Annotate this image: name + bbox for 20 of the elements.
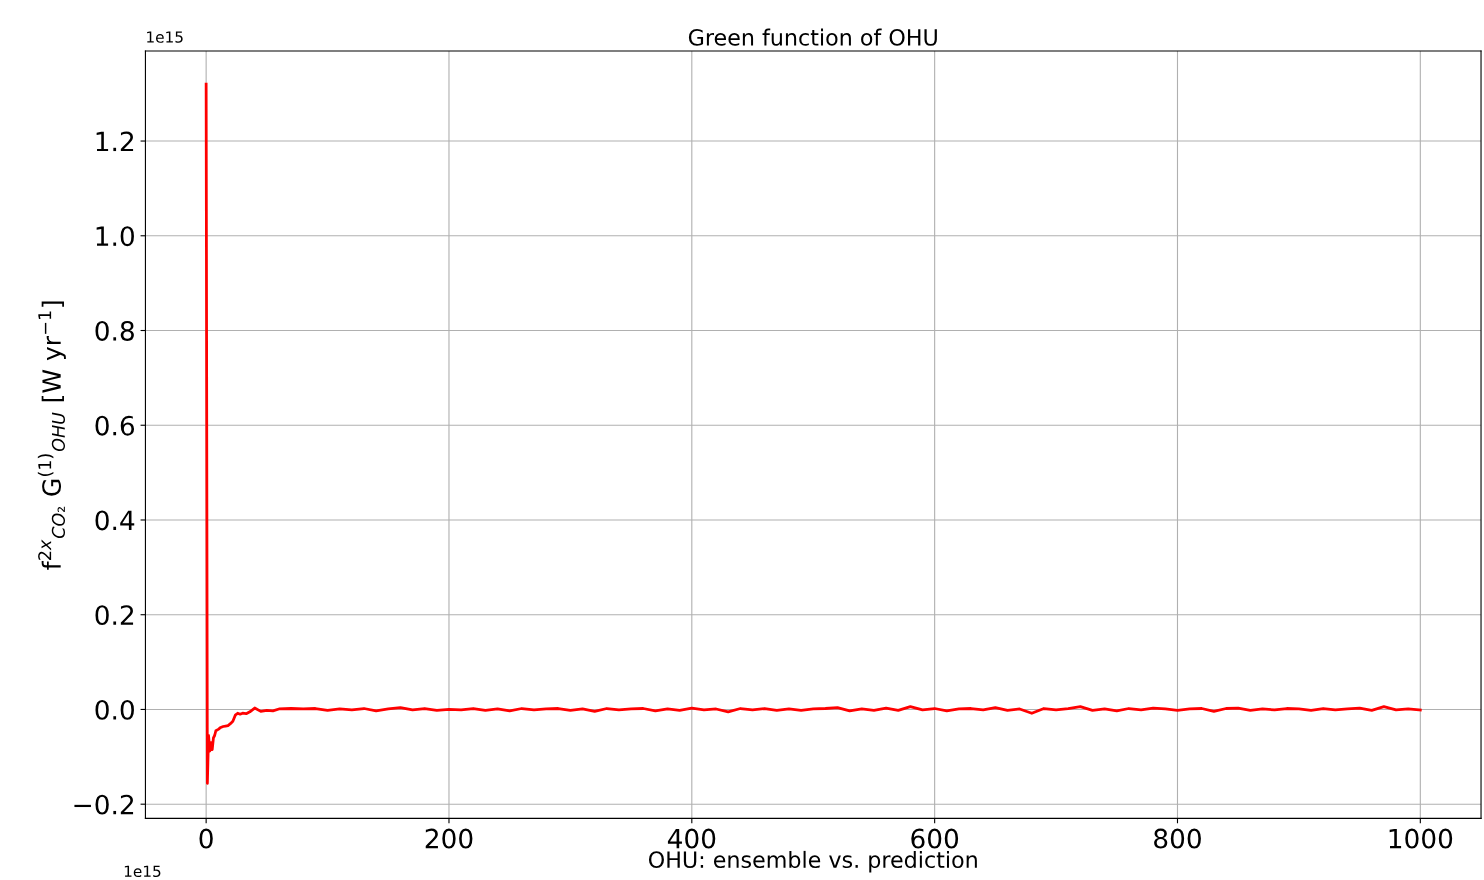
y-tick-label: 0.2 bbox=[95, 605, 134, 626]
x-tick-label: 600 bbox=[911, 828, 959, 849]
text: 1e15 bbox=[147, 31, 183, 43]
x-tick-label: 0 bbox=[199, 828, 213, 849]
x-tick-label: 200 bbox=[425, 828, 473, 849]
x-tick-label: 400 bbox=[667, 828, 716, 849]
x-tick-label: 1000 bbox=[1389, 828, 1453, 849]
x-axis-title: OHU: ensemble vs. prediction bbox=[648, 850, 977, 873]
text: f$^{2x}$$_{CO₂}$ G$^{(1)}$$_{OHU}$ [W yr$^{−1}$] bbox=[37, 301, 66, 570]
x-tick-label: 800 bbox=[1154, 828, 1201, 849]
text: 1e15 bbox=[124, 865, 161, 878]
y-tick-label: 1.2 bbox=[96, 131, 134, 152]
y-tick-label: 0.6 bbox=[95, 415, 135, 436]
y-tick-label: 0.8 bbox=[95, 320, 134, 341]
y-tick-label: −0.2 bbox=[74, 794, 134, 815]
y-tick-label: 1.0 bbox=[96, 226, 134, 247]
line-series bbox=[204, 82, 1422, 785]
y-tick-label: 0.0 bbox=[95, 699, 134, 720]
chart-title: Green function of OHU bbox=[688, 28, 937, 46]
y-tick-label: 0.4 bbox=[95, 510, 135, 531]
